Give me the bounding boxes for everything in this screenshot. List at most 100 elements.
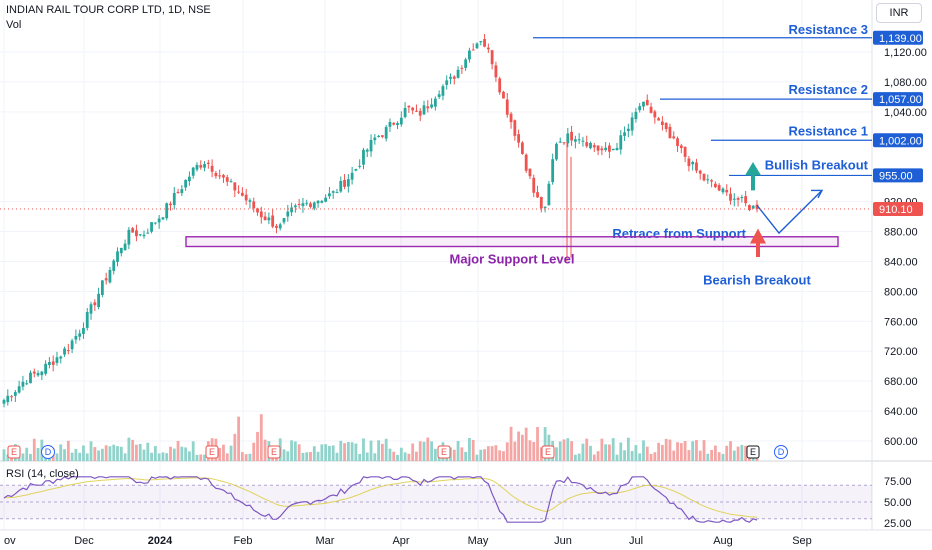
volume-bar (297, 444, 301, 461)
candle-body (600, 148, 604, 151)
candle-body (312, 202, 316, 209)
candle-body (233, 182, 237, 191)
dividend-event-icon[interactable] (774, 445, 788, 459)
candle-body (51, 361, 55, 365)
earnings-event-icon[interactable] (7, 445, 21, 459)
volume-bar (399, 447, 403, 461)
price-level-tag[interactable] (873, 168, 923, 183)
candle-body (328, 193, 331, 197)
candle-body (623, 132, 626, 136)
time-tick-label: 2024 (148, 535, 173, 547)
candle-body (293, 205, 297, 208)
candle-body (547, 183, 551, 206)
earnings-event-icon[interactable] (437, 445, 451, 459)
volume-bar (131, 439, 135, 461)
volume-bar (513, 441, 517, 461)
candle-body (710, 180, 713, 182)
price-level-tag[interactable] (873, 133, 923, 148)
earnings-event-icon[interactable] (267, 445, 281, 459)
volume-bar (195, 454, 199, 461)
volume-bar (490, 446, 494, 461)
candle-body (755, 204, 759, 210)
volume-bar (36, 447, 40, 461)
resistance-1-label: Resistance 1 (789, 123, 869, 138)
candle-body (426, 106, 430, 109)
rsi-ma-line (3, 477, 758, 518)
volume-bar (732, 450, 736, 461)
earnings-event-icon[interactable] (746, 445, 760, 459)
candle-body (176, 191, 180, 193)
volume-bar (585, 438, 589, 461)
resistance-3-label: Resistance 3 (789, 22, 869, 37)
candle-body (668, 126, 672, 139)
volume-bar (687, 450, 691, 461)
currency-button[interactable]: INR (876, 3, 922, 23)
candle-body (320, 200, 324, 203)
candle-body (430, 104, 433, 108)
time-tick-label: Apr (392, 535, 409, 547)
candle-body (498, 78, 502, 93)
candle-body (407, 105, 411, 108)
volume-bar (600, 438, 604, 461)
earnings-event-icon[interactable] (205, 445, 219, 459)
volume-bar (517, 431, 521, 461)
dividend-event-icon[interactable] (41, 445, 55, 459)
volume-bar (713, 445, 717, 461)
volume-bar (138, 443, 142, 461)
candle-body (195, 164, 199, 170)
volume-bar (418, 441, 422, 461)
volume-bar (702, 440, 706, 461)
volume-bar (638, 453, 642, 461)
time-tick-label: Dec (74, 535, 94, 547)
projection-path[interactable] (756, 189, 823, 235)
candle-body (225, 177, 229, 182)
earnings-event-icon[interactable] (541, 445, 555, 459)
price-level-tag[interactable] (873, 202, 923, 217)
resistance-2-label: Resistance 2 (789, 82, 869, 97)
candle-body (403, 107, 407, 118)
volume-bar (396, 454, 399, 461)
price-level-tag[interactable] (873, 30, 923, 45)
candle-body (415, 110, 418, 112)
candle-body (494, 65, 498, 78)
volume-bar (698, 450, 702, 461)
volume-bar (415, 451, 418, 461)
candle-body (380, 135, 384, 137)
price-tick-label: 840.00 (884, 256, 918, 268)
volume-bar (63, 449, 66, 461)
candle-body (532, 177, 536, 193)
price-tick-label: 1,040.00 (884, 107, 927, 119)
candle-body (169, 203, 172, 206)
volume-bar (592, 454, 596, 461)
candle-body (411, 107, 415, 111)
volume-bar (623, 450, 626, 461)
candle-body (252, 201, 256, 209)
candle-body (721, 188, 725, 193)
volume-bar (645, 446, 649, 461)
volume-bar (176, 440, 180, 461)
candle-body (619, 135, 623, 150)
candle-body (350, 172, 354, 180)
price-tick-label: 800.00 (884, 286, 918, 298)
candle-body (271, 215, 275, 227)
candle-body (468, 50, 471, 60)
time-tick-label: Aug (713, 535, 733, 547)
volume-bar (248, 453, 252, 461)
price-level-tag[interactable] (873, 92, 923, 107)
candle-body (589, 142, 592, 149)
candle-body (524, 154, 528, 171)
volume-bar (649, 453, 653, 461)
support-zone[interactable] (185, 236, 839, 248)
rsi-line[interactable] (3, 476, 758, 523)
volume-bar (70, 452, 74, 461)
candle-body (150, 222, 153, 232)
candle-body (240, 192, 244, 196)
volume-bar (339, 440, 343, 461)
volume-bar (562, 439, 566, 461)
candle-body (509, 113, 513, 123)
candle-body (278, 224, 282, 229)
volume-bar (520, 434, 524, 461)
candle-body (222, 175, 225, 178)
candle-body (717, 185, 721, 191)
